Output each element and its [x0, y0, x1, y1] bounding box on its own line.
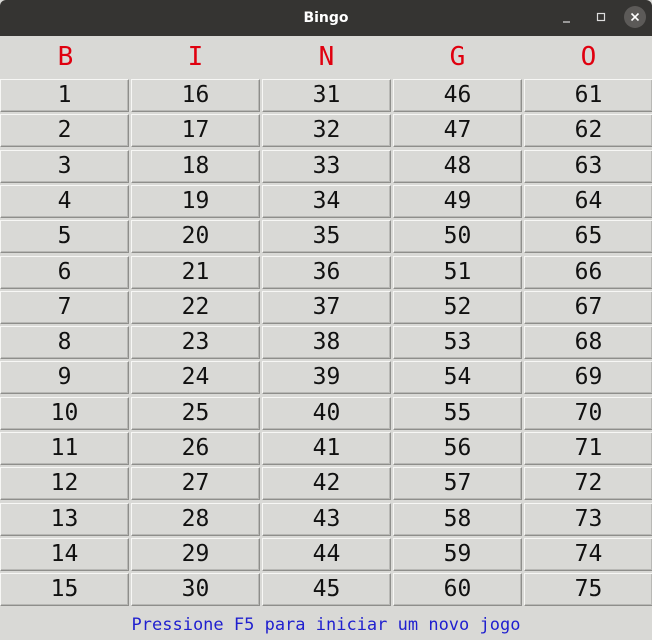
number-button[interactable]: 60 [393, 573, 522, 606]
status-message: Pressione F5 para iniciar um novo jogo [131, 615, 521, 635]
number-button[interactable]: 24 [131, 361, 260, 394]
number-button[interactable]: 55 [393, 397, 522, 430]
number-button[interactable]: 59 [393, 538, 522, 571]
number-button[interactable]: 27 [131, 467, 260, 500]
number-button[interactable]: 29 [131, 538, 260, 571]
number-button[interactable]: 32 [262, 114, 391, 147]
number-button[interactable]: 38 [262, 326, 391, 359]
number-button[interactable]: 47 [393, 114, 522, 147]
number-button[interactable]: 15 [0, 573, 129, 606]
number-button[interactable]: 12 [0, 467, 129, 500]
number-button[interactable]: 35 [262, 220, 391, 253]
number-button[interactable]: 53 [393, 326, 522, 359]
number-button[interactable]: 42 [262, 467, 391, 500]
bingo-board: B I N G O 1 2 3 4 5 6 7 8 9 10 11 12 13 14 15 16 17 18 19 2… [0, 36, 652, 640]
number-button[interactable]: 49 [393, 185, 522, 218]
number-button[interactable]: 5 [0, 220, 129, 253]
number-button[interactable]: 13 [0, 503, 129, 536]
window-title: Bingo [303, 10, 349, 26]
number-button[interactable]: 22 [131, 291, 260, 324]
number-button[interactable]: 63 [524, 150, 652, 183]
number-button[interactable]: 48 [393, 150, 522, 183]
column-letter-b: B [57, 42, 74, 72]
number-button[interactable]: 40 [262, 397, 391, 430]
number-button[interactable]: 23 [131, 326, 260, 359]
number-button[interactable]: 44 [262, 538, 391, 571]
number-button[interactable]: 65 [524, 220, 652, 253]
number-button[interactable]: 50 [393, 220, 522, 253]
number-button[interactable]: 72 [524, 467, 652, 500]
number-button[interactable]: 39 [262, 361, 391, 394]
number-button[interactable]: 10 [0, 397, 129, 430]
number-button[interactable]: 70 [524, 397, 652, 430]
number-button[interactable]: 26 [131, 432, 260, 465]
number-button[interactable]: 20 [131, 220, 260, 253]
number-button[interactable]: 37 [262, 291, 391, 324]
number-button[interactable]: 9 [0, 361, 129, 394]
number-button[interactable]: 56 [393, 432, 522, 465]
column-header-row: B I N G O [0, 36, 652, 78]
number-button[interactable]: 58 [393, 503, 522, 536]
number-button[interactable]: 67 [524, 291, 652, 324]
number-button[interactable]: 2 [0, 114, 129, 147]
number-button[interactable]: 41 [262, 432, 391, 465]
number-button[interactable]: 19 [131, 185, 260, 218]
number-button[interactable]: 68 [524, 326, 652, 359]
number-button[interactable]: 61 [524, 79, 652, 112]
number-button[interactable]: 74 [524, 538, 652, 571]
number-button[interactable]: 64 [524, 185, 652, 218]
number-button[interactable]: 6 [0, 256, 129, 289]
number-button[interactable]: 69 [524, 361, 652, 394]
column-letter-n: N [318, 42, 335, 72]
title-bar[interactable]: Bingo [0, 0, 652, 36]
number-button[interactable]: 11 [0, 432, 129, 465]
maximize-icon[interactable] [591, 8, 611, 28]
number-button[interactable]: 8 [0, 326, 129, 359]
number-button[interactable]: 51 [393, 256, 522, 289]
number-button[interactable]: 66 [524, 256, 652, 289]
number-button[interactable]: 57 [393, 467, 522, 500]
close-icon[interactable] [624, 6, 646, 28]
number-button[interactable]: 45 [262, 573, 391, 606]
number-button[interactable]: 36 [262, 256, 391, 289]
number-button[interactable]: 17 [131, 114, 260, 147]
number-button[interactable]: 52 [393, 291, 522, 324]
number-button[interactable]: 18 [131, 150, 260, 183]
number-button[interactable]: 21 [131, 256, 260, 289]
number-button[interactable]: 62 [524, 114, 652, 147]
number-button[interactable]: 25 [131, 397, 260, 430]
column-letter-i: I [187, 42, 204, 72]
number-button[interactable]: 71 [524, 432, 652, 465]
number-button[interactable]: 43 [262, 503, 391, 536]
number-button[interactable]: 7 [0, 291, 129, 324]
number-button[interactable]: 1 [0, 79, 129, 112]
number-button[interactable]: 14 [0, 538, 129, 571]
number-button[interactable]: 33 [262, 150, 391, 183]
number-button[interactable]: 54 [393, 361, 522, 394]
number-button[interactable]: 34 [262, 185, 391, 218]
number-button[interactable]: 28 [131, 503, 260, 536]
minimize-icon[interactable] [557, 8, 577, 28]
number-button[interactable]: 3 [0, 150, 129, 183]
number-button[interactable]: 31 [262, 79, 391, 112]
number-button[interactable]: 46 [393, 79, 522, 112]
column-letter-g: G [449, 42, 466, 72]
number-button[interactable]: 16 [131, 79, 260, 112]
number-button[interactable]: 30 [131, 573, 260, 606]
number-button[interactable]: 4 [0, 185, 129, 218]
number-button[interactable]: 75 [524, 573, 652, 606]
column-letter-o: O [580, 42, 597, 72]
number-button[interactable]: 73 [524, 503, 652, 536]
